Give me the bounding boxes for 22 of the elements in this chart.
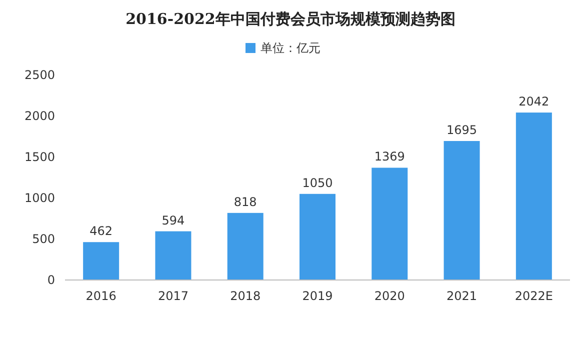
- data-label: 1050: [302, 176, 333, 190]
- x-tick-label: 2017: [158, 289, 188, 303]
- data-label: 2042: [518, 94, 550, 109]
- y-tick-label: 0: [47, 273, 55, 287]
- y-tick-label: 500: [32, 232, 55, 246]
- x-tick-label: 2020: [374, 289, 405, 303]
- y-tick-label: 1000: [24, 191, 55, 205]
- x-tick-label: 2016: [86, 289, 116, 303]
- data-label: 1369: [374, 150, 405, 164]
- y-tick-label: 1500: [24, 150, 55, 164]
- y-tick-label: 2500: [24, 68, 55, 82]
- y-tick-label: 2000: [24, 109, 55, 123]
- data-label: 1695: [446, 123, 478, 138]
- data-label: 594: [162, 213, 185, 228]
- x-tick-label: 2019: [302, 289, 333, 303]
- x-tick-label: 2022E: [514, 289, 553, 303]
- data-label: 818: [234, 194, 257, 209]
- x-tick-label: 2021: [446, 289, 478, 303]
- x-tick-label: 2018: [230, 289, 261, 303]
- data-label: 462: [90, 224, 113, 238]
- title: 2016-2022年中国付费会员市场规模预测趋势图: [126, 10, 456, 28]
- legend-label: 单位：亿元: [260, 41, 320, 55]
